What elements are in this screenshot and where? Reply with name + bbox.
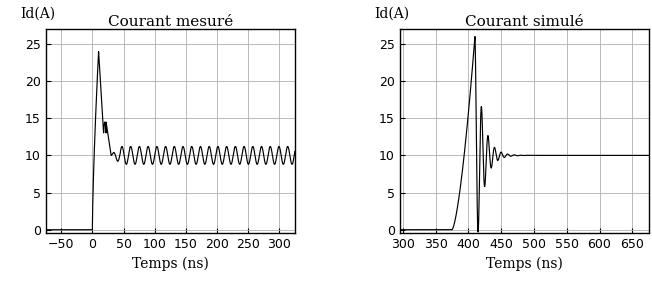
X-axis label: Temps (ns): Temps (ns): [132, 257, 209, 271]
Text: Id(A): Id(A): [21, 7, 56, 21]
Title: Courant simulé: Courant simulé: [465, 15, 584, 29]
Text: Id(A): Id(A): [375, 7, 409, 21]
X-axis label: Temps (ns): Temps (ns): [486, 257, 563, 271]
Title: Courant mesuré: Courant mesuré: [108, 15, 233, 29]
